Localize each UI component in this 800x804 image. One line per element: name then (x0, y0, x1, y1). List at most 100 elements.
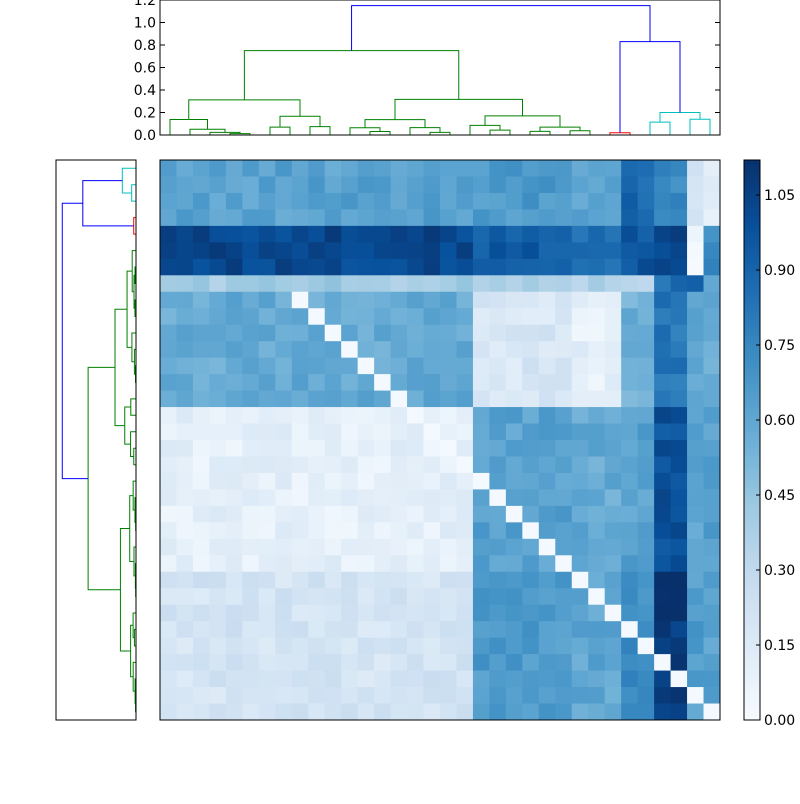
dendrogram-link (244, 51, 458, 100)
heatmap-cell (358, 275, 375, 292)
dendrogram-link (365, 120, 425, 128)
heatmap-cell (374, 522, 391, 539)
heatmap-cell (456, 489, 473, 506)
heatmap-cell (572, 193, 589, 210)
colorbar-segment (744, 472, 760, 477)
heatmap-cell (275, 160, 292, 177)
heatmap-cell (555, 193, 572, 210)
heatmap-cell (259, 358, 276, 375)
colorbar-segment (744, 512, 760, 517)
heatmap-cell (308, 176, 325, 193)
heatmap-cell (242, 588, 259, 605)
ytick-label: 0.2 (134, 106, 156, 122)
heatmap-cell (506, 654, 523, 671)
colorbar-segment (744, 376, 760, 381)
heatmap-cell (358, 588, 375, 605)
dendrogram-link (370, 131, 390, 135)
heatmap-cell (325, 259, 342, 276)
heatmap-cell (358, 424, 375, 441)
heatmap-cell (424, 456, 441, 473)
heatmap-cell (391, 259, 408, 276)
heatmap-cell (259, 391, 276, 408)
heatmap-cell (160, 226, 177, 243)
colorbar-segment (744, 160, 760, 165)
heatmap-cell (654, 555, 671, 572)
dendrogram-link (170, 119, 208, 135)
heatmap-cell (275, 555, 292, 572)
heatmap-cell (473, 456, 490, 473)
heatmap-cell (654, 160, 671, 177)
heatmap-cell (539, 226, 556, 243)
heatmap-cell (259, 259, 276, 276)
heatmap-cell (407, 572, 424, 589)
heatmap-cell (176, 292, 193, 309)
heatmap-cell (407, 605, 424, 622)
heatmap-cell (391, 292, 408, 309)
heatmap-cell (555, 341, 572, 358)
heatmap-cell (638, 687, 655, 704)
heatmap-cell (275, 193, 292, 210)
heatmap-cell (407, 193, 424, 210)
heatmap-cell (193, 407, 210, 424)
heatmap-cell (456, 259, 473, 276)
heatmap-cell (176, 572, 193, 589)
heatmap-cell (621, 193, 638, 210)
heatmap-cell (654, 341, 671, 358)
heatmap-cell (687, 176, 704, 193)
heatmap-cell (473, 572, 490, 589)
heatmap-cell (325, 456, 342, 473)
heatmap-cell (654, 506, 671, 523)
heatmap-cell (341, 308, 358, 325)
heatmap-cell (308, 621, 325, 638)
heatmap-cell (473, 325, 490, 342)
heatmap-cell (308, 226, 325, 243)
heatmap-cell (242, 440, 259, 457)
heatmap-cell (358, 160, 375, 177)
heatmap-cell (374, 605, 391, 622)
colorbar-segment (744, 412, 760, 417)
heatmap-cell (621, 391, 638, 408)
heatmap-cell (242, 325, 259, 342)
heatmap-cell (358, 226, 375, 243)
heatmap-cell (424, 374, 441, 391)
heatmap-cell (292, 308, 309, 325)
heatmap-cell (473, 407, 490, 424)
heatmap-cell (193, 176, 210, 193)
heatmap-cell (160, 588, 177, 605)
heatmap-cell (209, 358, 226, 375)
heatmap-cell (407, 374, 424, 391)
heatmap-cell (176, 588, 193, 605)
heatmap-cell (621, 704, 638, 721)
heatmap-cell (424, 325, 441, 342)
heatmap-cell (193, 687, 210, 704)
heatmap-cell (176, 391, 193, 408)
heatmap-cell (621, 209, 638, 226)
heatmap-cell (473, 687, 490, 704)
heatmap-cell (522, 259, 539, 276)
heatmap-cell (506, 555, 523, 572)
heatmap-cell (704, 687, 721, 704)
heatmap-cell (671, 704, 688, 721)
heatmap-cell (325, 506, 342, 523)
heatmap-cell (506, 440, 523, 457)
heatmap-cell (506, 473, 523, 490)
heatmap-cell (292, 341, 309, 358)
heatmap-cell (522, 292, 539, 309)
heatmap-cell (522, 424, 539, 441)
colorbar-segment (744, 536, 760, 541)
heatmap-cell (176, 259, 193, 276)
colorbar-segment (744, 624, 760, 629)
heatmap-cell (572, 292, 589, 309)
heatmap-cell (572, 440, 589, 457)
heatmap-cell (522, 621, 539, 638)
heatmap-cell (687, 407, 704, 424)
heatmap-cell (358, 539, 375, 556)
heatmap-cell (358, 671, 375, 688)
heatmap-cell (671, 539, 688, 556)
colorbar-segment (744, 672, 760, 677)
ytick-label: 0.0 (134, 128, 156, 144)
colorbar-segment (744, 188, 760, 193)
colorbar-segment (744, 632, 760, 637)
heatmap-cell (193, 605, 210, 622)
heatmap-cell (638, 424, 655, 441)
